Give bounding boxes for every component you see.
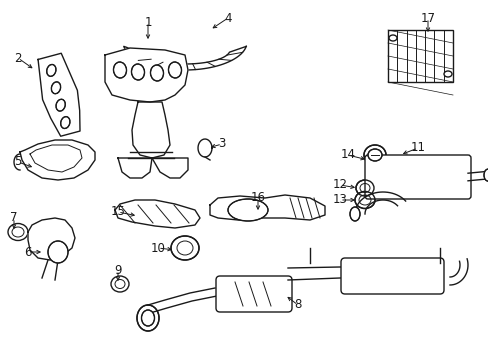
Polygon shape — [28, 218, 75, 260]
Ellipse shape — [111, 276, 129, 292]
Ellipse shape — [355, 180, 373, 196]
Ellipse shape — [349, 207, 359, 221]
Ellipse shape — [171, 236, 199, 260]
Text: 15: 15 — [110, 206, 125, 219]
FancyBboxPatch shape — [216, 276, 291, 312]
Polygon shape — [105, 48, 187, 102]
Polygon shape — [198, 139, 212, 157]
Ellipse shape — [483, 169, 488, 181]
Polygon shape — [38, 53, 80, 136]
Ellipse shape — [168, 62, 181, 78]
Text: 8: 8 — [294, 298, 301, 311]
Text: 17: 17 — [420, 12, 435, 24]
Polygon shape — [115, 200, 200, 228]
Text: 5: 5 — [14, 156, 21, 168]
Ellipse shape — [354, 192, 374, 208]
Ellipse shape — [141, 310, 154, 326]
Text: 14: 14 — [340, 148, 355, 162]
Ellipse shape — [150, 65, 163, 81]
Text: 6: 6 — [24, 246, 32, 258]
Ellipse shape — [113, 62, 126, 78]
Text: 11: 11 — [409, 141, 425, 154]
Text: 2: 2 — [14, 51, 21, 64]
Text: 3: 3 — [218, 138, 225, 150]
Polygon shape — [152, 158, 187, 178]
Ellipse shape — [227, 199, 267, 221]
Ellipse shape — [137, 305, 159, 331]
Polygon shape — [209, 195, 325, 220]
Text: 13: 13 — [332, 193, 347, 207]
Ellipse shape — [48, 241, 68, 263]
Ellipse shape — [8, 224, 28, 240]
Polygon shape — [132, 102, 170, 158]
Text: 12: 12 — [332, 179, 347, 192]
Ellipse shape — [61, 117, 70, 129]
Ellipse shape — [367, 149, 381, 161]
Text: 16: 16 — [250, 192, 265, 204]
Text: 10: 10 — [150, 242, 165, 255]
Text: 7: 7 — [10, 211, 18, 225]
Ellipse shape — [56, 99, 65, 111]
Bar — [387, 30, 452, 82]
Ellipse shape — [47, 64, 56, 76]
Text: 1: 1 — [144, 15, 151, 28]
FancyBboxPatch shape — [340, 258, 443, 294]
Ellipse shape — [51, 82, 61, 94]
Ellipse shape — [363, 145, 385, 165]
Ellipse shape — [131, 64, 144, 80]
Text: 9: 9 — [114, 264, 122, 276]
Polygon shape — [20, 140, 95, 180]
FancyBboxPatch shape — [364, 155, 470, 199]
Text: 4: 4 — [224, 12, 231, 24]
Polygon shape — [118, 158, 152, 178]
Polygon shape — [123, 46, 246, 70]
Ellipse shape — [443, 71, 451, 77]
Ellipse shape — [388, 35, 396, 41]
